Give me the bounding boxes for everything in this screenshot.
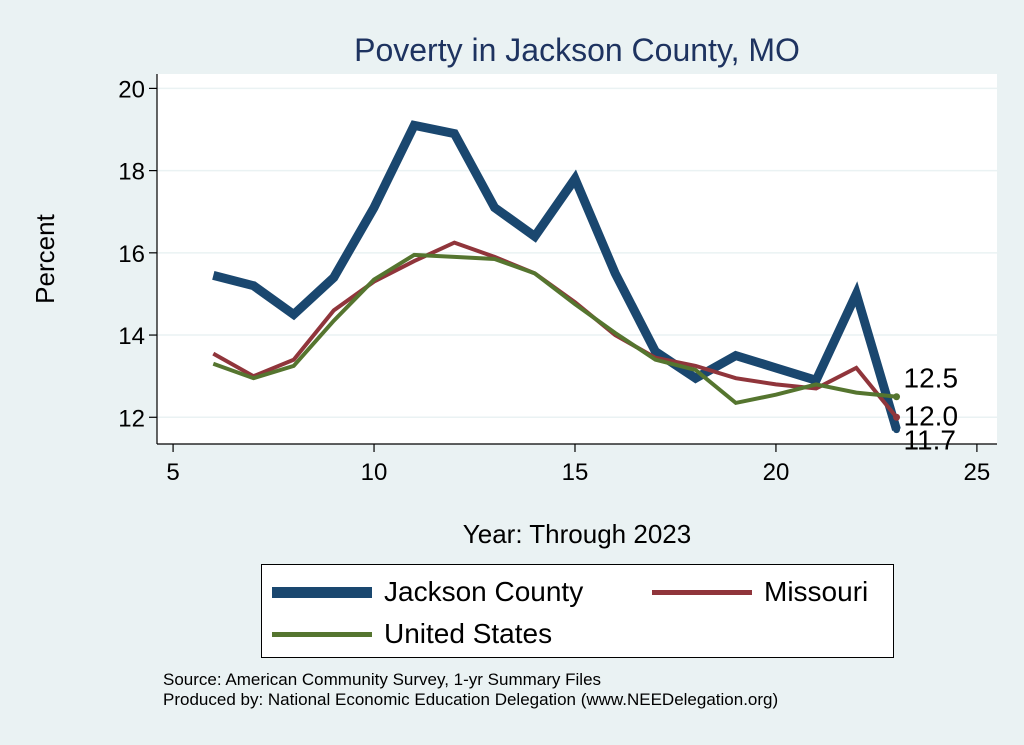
y-tick-label: 20 [118, 76, 145, 103]
end-marker-united-states [893, 393, 901, 401]
end-labels: 11.712.0 12.5 [904, 363, 959, 456]
legend-entry-jackson-county: Jackson County [272, 575, 583, 609]
series-line-united-states [212, 252, 897, 406]
grid-lines [157, 87, 997, 419]
legend-entry-missouri: Missouri [652, 575, 868, 609]
x-tick-label: 10 [361, 459, 388, 486]
x-tick-label: 25 [964, 459, 991, 486]
x-axis-title: Year: Through 2023 [463, 519, 691, 549]
y-tick-label: 12 [118, 405, 145, 432]
footnote: Source: American Community Survey, 1-yr … [163, 670, 778, 710]
legend-swatch-jackson-county [272, 586, 372, 598]
produced-by-note: Produced by: National Economic Education… [163, 690, 779, 709]
legend-label-united-states: United States [384, 618, 553, 649]
end-marker-jackson-county [893, 426, 901, 434]
x-tick-label: 20 [763, 459, 790, 486]
series-line-jackson-county [212, 120, 901, 431]
legend: Jackson County Missouri United States [261, 564, 894, 658]
x-axis-ticks: 5 10 15 20 25 [166, 444, 990, 486]
end-label-missouri: 12.0 [904, 400, 959, 431]
legend-label-jackson-county: Jackson County [384, 576, 584, 607]
chart-canvas: Poverty in Jackson County, MO 12 14 16 18 20… [30, 32, 997, 549]
legend-swatch-united-states [272, 631, 372, 637]
x-tick-label: 5 [166, 459, 179, 486]
end-marker-missouri [893, 413, 901, 421]
plot-area [157, 74, 997, 444]
chart-title: Poverty in Jackson County, MO [354, 32, 800, 68]
legend-swatch-missouri [652, 589, 752, 595]
x-tick-label: 15 [562, 459, 589, 486]
legend-entry-united-states: United States [272, 617, 552, 651]
y-axis-ticks: 12 14 16 18 20 [118, 76, 157, 432]
y-tick-label: 18 [118, 159, 145, 186]
y-axis-title: Percent [30, 213, 60, 303]
y-tick-label: 16 [118, 241, 145, 268]
end-label-jackson-county: 11.7 [904, 425, 956, 456]
legend-label-missouri: Missouri [764, 576, 869, 607]
series-lines [212, 120, 901, 434]
end-label-united-states: 12.5 [904, 363, 959, 394]
source-note: Source: American Community Survey, 1-yr … [163, 670, 602, 689]
y-tick-label: 14 [118, 323, 145, 350]
